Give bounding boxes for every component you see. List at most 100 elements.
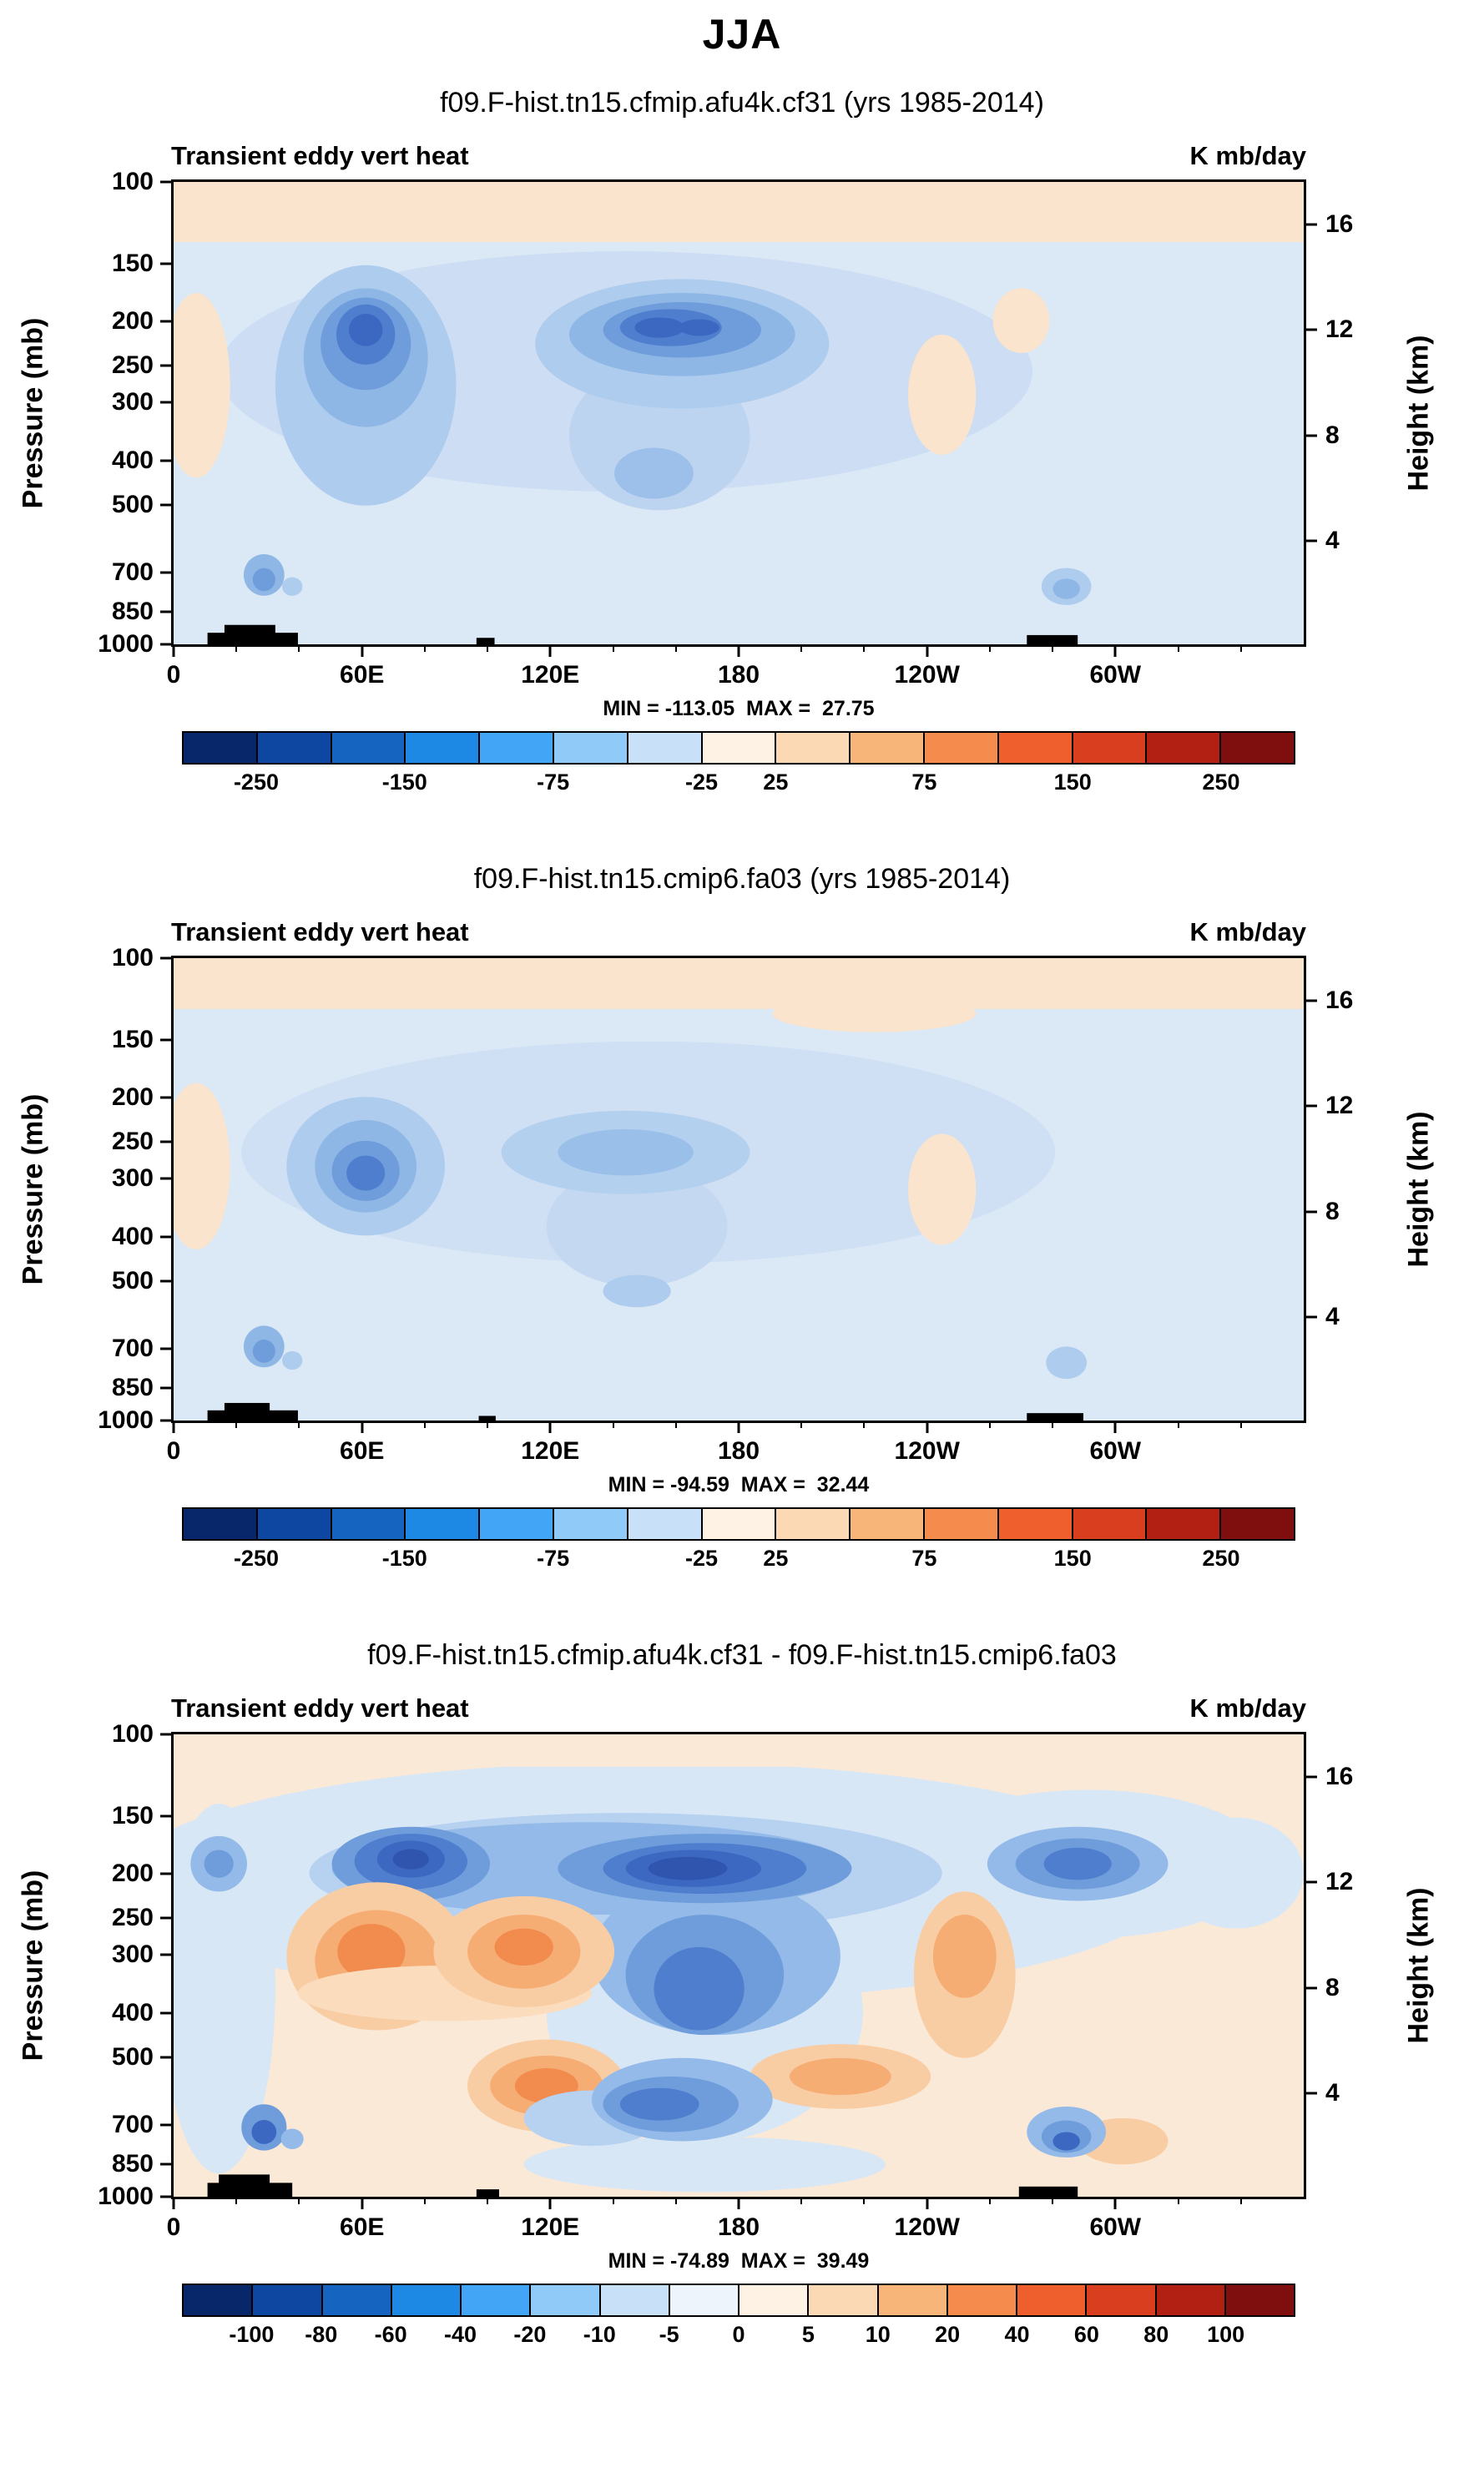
contour-shape xyxy=(252,1340,275,1363)
contour-field xyxy=(174,1734,1304,2197)
pressure-tick-label: 400 xyxy=(111,1998,154,2026)
longitude-tick xyxy=(172,2197,175,2209)
longitude-tick xyxy=(1113,2197,1117,2209)
longitude-minor-tick xyxy=(235,1421,238,1428)
height-tick-label: 4 xyxy=(1325,527,1340,555)
contour-shape xyxy=(174,1804,275,2174)
pressure-tick xyxy=(160,2011,174,2015)
colorbar-tick-label: -60 xyxy=(374,2322,407,2347)
pressure-tick xyxy=(160,1872,174,1875)
contour-shape xyxy=(558,1128,694,1176)
pressure-tick xyxy=(160,1096,174,1099)
contour-shape xyxy=(679,319,719,336)
longitude-tick-label: 60E xyxy=(340,2213,385,2241)
longitude-minor-tick xyxy=(423,644,426,652)
colorbar-segment xyxy=(998,733,1073,763)
units-label: K mb/day xyxy=(1189,1693,1306,1723)
height-tick xyxy=(1304,1880,1317,1884)
colorbar-segment xyxy=(739,2285,810,2315)
colorbar-segment xyxy=(184,2285,254,2315)
height-tick-label: 16 xyxy=(1325,209,1354,238)
colorbar-segments xyxy=(182,2284,1295,2317)
colorbar-segment xyxy=(462,2285,532,2315)
pressure-tick xyxy=(160,2056,174,2059)
contour-field xyxy=(174,958,1304,1421)
height-tick xyxy=(1304,1210,1317,1214)
colorbar-segment xyxy=(406,1509,481,1539)
pressure-tick xyxy=(160,2163,174,2166)
contour-shape xyxy=(634,317,685,338)
contour-shape xyxy=(619,2087,699,2121)
longitude-minor-tick xyxy=(298,644,300,652)
pressure-axis-title: Pressure (mb) xyxy=(17,317,49,509)
colorbar-tick-label: -25 xyxy=(685,1546,719,1571)
pressure-tick-label: 850 xyxy=(111,597,154,625)
longitude-tick xyxy=(361,644,364,657)
colorbar-segment xyxy=(776,1509,851,1539)
pressure-axis-title: Pressure (mb) xyxy=(17,1093,49,1285)
panel-cmip6-fa03: f09.F-hist.tn15.cmip6.fa03 (yrs 1985-201… xyxy=(0,863,1484,1579)
pressure-tick-label: 1000 xyxy=(98,630,154,658)
longitude-tick xyxy=(361,2197,364,2209)
longitude-tick-label: 60W xyxy=(1089,661,1142,689)
colorbar-tick-label: -150 xyxy=(381,770,427,795)
contour-shape xyxy=(337,1924,406,1980)
longitude-tick xyxy=(548,2197,552,2209)
longitude-tick xyxy=(1113,1421,1117,1433)
contour-shape xyxy=(614,447,694,499)
longitude-minor-tick xyxy=(988,644,991,652)
colorbar-segment xyxy=(702,1509,777,1539)
pressure-tick-label: 400 xyxy=(111,1222,154,1250)
longitude-tick xyxy=(172,644,175,657)
pressure-tick-label: 150 xyxy=(111,1025,154,1053)
longitude-minor-tick xyxy=(863,1421,866,1428)
height-tick-label: 12 xyxy=(1325,1868,1354,1896)
pressure-tick-label: 200 xyxy=(111,1083,154,1111)
longitude-tick-label: 120E xyxy=(521,1437,580,1465)
height-tick-label: 8 xyxy=(1325,1197,1340,1225)
plot-row: Pressure (mb) 100 150 200 250 300 400 500 700 85… xyxy=(0,1722,1484,2240)
colorbar-segment xyxy=(851,1509,925,1539)
pressure-tick xyxy=(160,2123,174,2127)
minmax-stats: MIN = -113.05 MAX = 27.75 xyxy=(603,697,875,720)
panel-title: f09.F-hist.tn15.cfmip.afu4k.cf31 (yrs 19… xyxy=(440,87,1044,119)
pressure-tick xyxy=(160,364,174,367)
minmax-stats: MIN = -94.59 MAX = 32.44 xyxy=(608,1473,870,1496)
pressure-tick xyxy=(160,1235,174,1239)
colorbar-segment xyxy=(322,2285,392,2315)
longitude-minor-tick xyxy=(1052,1421,1054,1428)
pressure-tick-label: 1000 xyxy=(98,1406,154,1434)
longitude-minor-tick xyxy=(235,644,238,652)
longitude-minor-tick xyxy=(612,1421,614,1428)
pressure-tick xyxy=(160,459,174,462)
longitude-minor-tick xyxy=(487,644,489,652)
longitude-minor-tick xyxy=(1239,1421,1242,1428)
height-tick xyxy=(1304,999,1317,1002)
colorbar-segment xyxy=(257,1509,332,1539)
contour-shape xyxy=(252,568,275,592)
colorbar-segment xyxy=(184,1509,258,1539)
longitude-tick xyxy=(548,1421,552,1433)
colorbar-tick-label: 0 xyxy=(732,2322,745,2347)
contour-shape xyxy=(476,638,495,644)
longitude-tick-label: 60E xyxy=(340,1437,385,1465)
contour-shape xyxy=(478,1416,496,1421)
pressure-tick xyxy=(160,571,174,574)
colorbar-segment xyxy=(331,1509,406,1539)
pressure-tick-label: 250 xyxy=(111,351,154,380)
longitude-minor-tick xyxy=(674,1421,677,1428)
longitude-tick xyxy=(926,644,929,657)
colorbar-tick-label: 25 xyxy=(763,1546,789,1571)
pressure-tick xyxy=(160,1953,174,1956)
longitude-minor-tick xyxy=(423,2197,426,2204)
colorbar-segment xyxy=(391,2285,462,2315)
contour-shape xyxy=(219,2174,270,2184)
colorbar-tick-label: -250 xyxy=(233,770,279,795)
colorbar-tick-label: -80 xyxy=(305,2322,338,2347)
longitude-tick xyxy=(737,644,740,657)
plot-row: Pressure (mb) 100 150 200 250 300 400 500 700 85… xyxy=(0,169,1484,688)
longitude-minor-tick xyxy=(612,2197,614,2204)
contour-shape xyxy=(174,1734,1304,1767)
colorbar-segment xyxy=(1017,2285,1088,2315)
